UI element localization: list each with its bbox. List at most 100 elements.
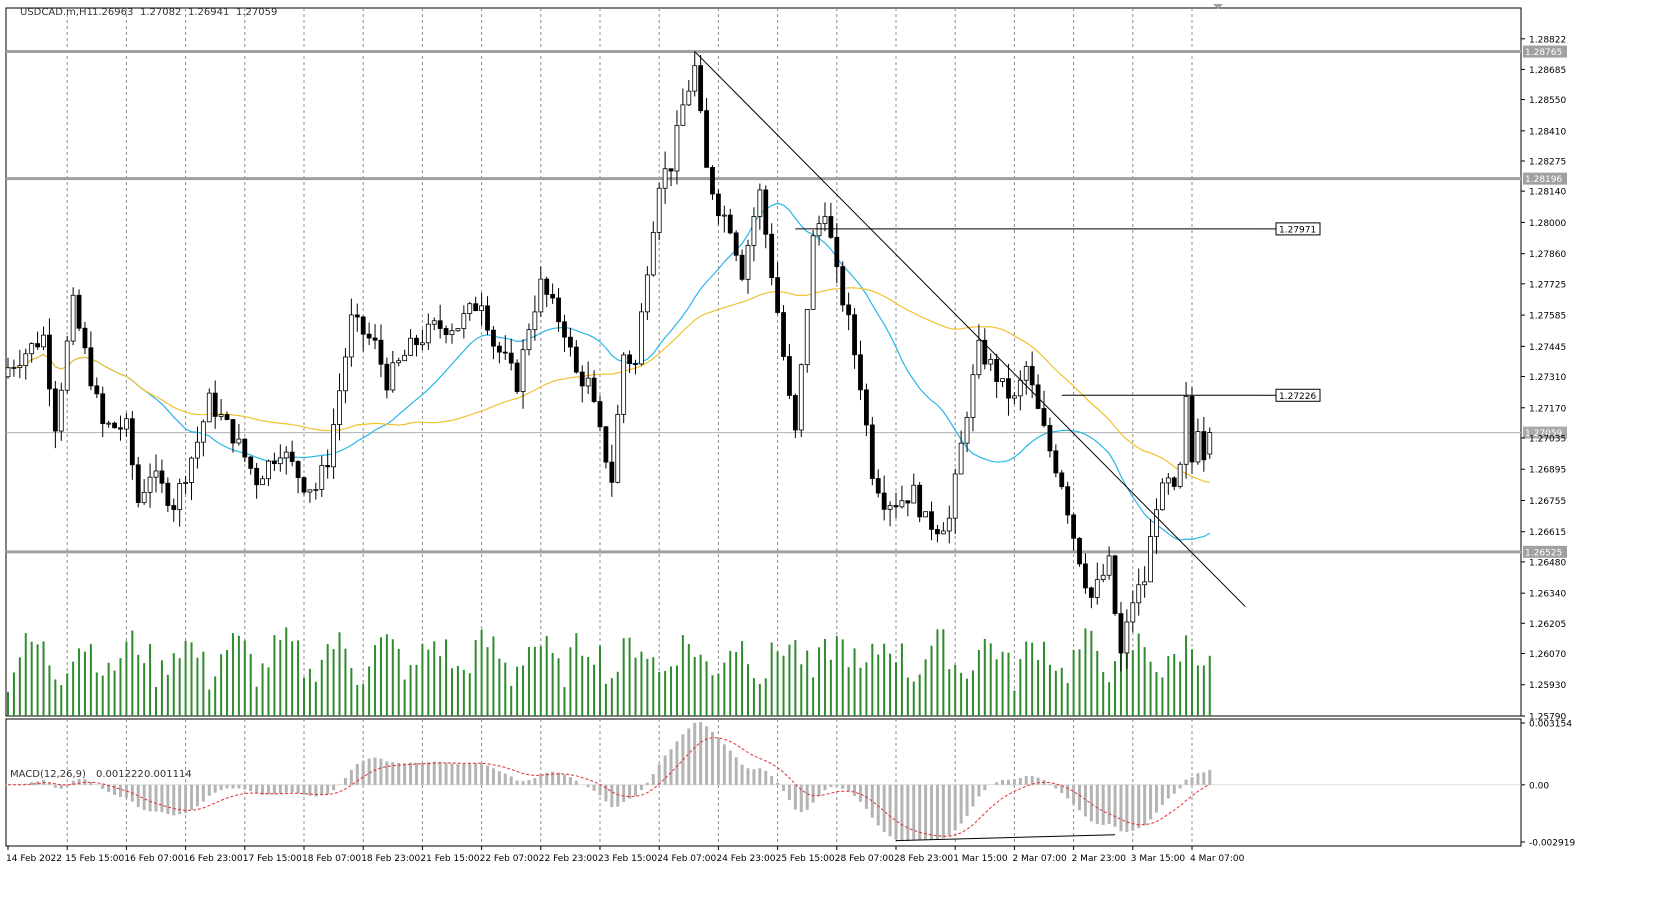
candle-body — [680, 104, 686, 126]
candle-body — [822, 216, 828, 224]
candle-body — [544, 278, 550, 295]
candle-body — [124, 418, 129, 430]
candle-body — [491, 329, 496, 347]
time-tick-label: 17 Feb 15:00 — [243, 854, 302, 864]
candle-body — [982, 339, 988, 365]
candle-body — [615, 414, 621, 483]
candle-body — [242, 438, 248, 458]
candle-body — [11, 367, 17, 369]
candle-body — [698, 65, 704, 112]
candle-body — [538, 278, 544, 313]
candle-body — [206, 392, 212, 423]
candle-body — [354, 314, 360, 318]
candle-body — [41, 334, 46, 348]
candle-body — [141, 491, 147, 503]
candle-body — [532, 311, 538, 331]
candle-body — [1201, 431, 1207, 461]
candle-body — [816, 223, 822, 237]
candle-body — [1148, 536, 1153, 583]
drawn-objects[interactable]: 1.27971 1.27226 — [694, 51, 1321, 607]
price-level-label: 1.28765 — [1525, 48, 1562, 58]
time-tick-label: 18 Feb 23:00 — [361, 854, 420, 864]
candle-body — [319, 465, 325, 490]
price-tick-label: 1.27310 — [1529, 373, 1566, 383]
candle-body — [775, 277, 780, 313]
candle-body — [313, 489, 319, 491]
candle-body — [1171, 477, 1177, 487]
candle-body — [840, 266, 846, 306]
candle-body — [455, 328, 461, 332]
candle-body — [704, 110, 709, 168]
price-level-label: 1.27059 — [1525, 429, 1562, 439]
candle-body — [100, 393, 106, 424]
candle-body — [787, 356, 792, 396]
macd-signal-line — [8, 737, 1211, 837]
horizontal-levels[interactable]: 1.28765 1.28196 1.26525 1.27059 — [6, 45, 1567, 559]
candle-body — [1047, 425, 1053, 452]
candle-body — [887, 505, 893, 510]
candle-body — [1077, 537, 1082, 565]
candle-body — [52, 388, 58, 432]
time-tick-label: 21 Feb 15:00 — [420, 854, 479, 864]
candle-body — [952, 473, 958, 519]
candle-body — [763, 189, 769, 235]
candle-body — [218, 414, 224, 417]
ohlc-low: 1.26941 — [188, 7, 229, 18]
candle-body — [94, 385, 100, 395]
price-level-label: 1.26525 — [1525, 548, 1562, 558]
candle-body — [76, 294, 82, 329]
price-tick-label: 1.27585 — [1529, 312, 1566, 322]
price-tick-label: 1.26340 — [1529, 590, 1566, 600]
candle-body — [106, 422, 112, 425]
candle-body — [1012, 395, 1017, 399]
time-tick-label: 24 Feb 07:00 — [657, 854, 716, 864]
candle-body — [781, 312, 786, 357]
candle-body — [946, 517, 952, 532]
candle-body — [579, 371, 585, 387]
macd-signal-value: 0.001114 — [144, 769, 192, 780]
candle-body — [650, 231, 656, 276]
grid — [5, 7, 1522, 847]
candle-body — [1106, 555, 1112, 576]
time-tick-label: 15 Feb 15:00 — [65, 854, 124, 864]
candle-body — [958, 442, 964, 475]
candle-body — [1094, 579, 1100, 598]
candle-body — [923, 511, 928, 518]
candle-body — [674, 124, 680, 172]
candle-body — [550, 293, 556, 299]
candle-body — [804, 308, 810, 366]
price-tick-label: 1.28550 — [1529, 96, 1566, 106]
volume-histogram — [7, 627, 1211, 716]
candle-body — [396, 360, 402, 364]
candle-body — [727, 214, 733, 234]
candle-body — [461, 313, 467, 329]
candle-body — [147, 476, 153, 493]
candle-body — [153, 470, 159, 478]
price-label-box — [1275, 222, 1321, 236]
candle-body — [343, 356, 348, 392]
price-tick-label: 1.28000 — [1529, 219, 1566, 229]
candle-body — [514, 362, 520, 392]
candle-body — [733, 232, 739, 256]
candle-body — [556, 297, 561, 323]
candle-body — [1142, 581, 1148, 586]
time-tick-label: 22 Feb 07:00 — [480, 854, 539, 864]
candle-body — [419, 342, 425, 346]
candle-body — [662, 168, 668, 189]
candle-body — [366, 333, 372, 339]
candle-body — [1035, 384, 1041, 409]
ohlc-open: 1.26963 — [92, 7, 133, 18]
candle-body — [502, 351, 508, 354]
candles — [5, 51, 1213, 672]
candle-body — [508, 352, 514, 364]
time-tick-label: 22 Feb 23:00 — [539, 854, 598, 864]
macd-tick-label: 0.00 — [1529, 781, 1549, 791]
candle-body — [177, 483, 183, 510]
moving-average-line — [7, 202, 1211, 541]
time-tick-label: 3 Mar 15:00 — [1131, 854, 1186, 864]
candle-body — [1183, 395, 1189, 465]
price-tick-label: 1.25790 — [1529, 713, 1566, 723]
ohlc-close: 1.27059 — [236, 7, 277, 18]
